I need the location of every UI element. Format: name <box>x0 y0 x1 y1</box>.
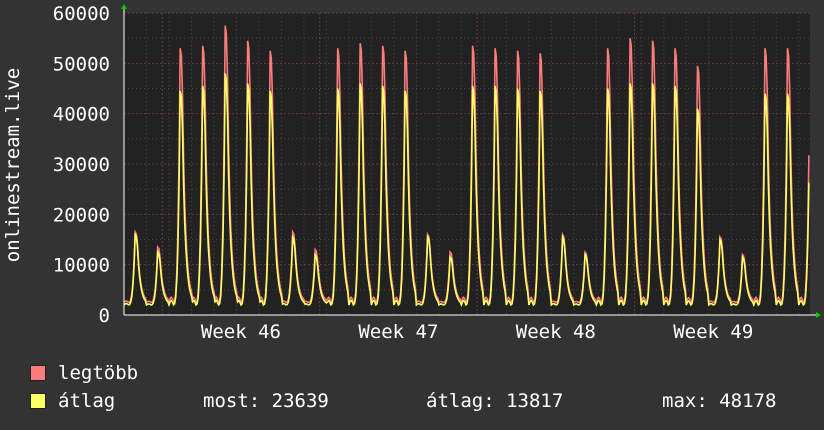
y-tick-label: 60000 <box>53 3 110 25</box>
stat-avg: átlag: 13817 <box>426 390 563 412</box>
x-tick-label: Week 48 <box>516 321 596 343</box>
axes <box>121 4 821 318</box>
stat-now: most: 23639 <box>203 390 329 412</box>
legend-max-label: legtöbb <box>58 362 139 384</box>
legend-avg-label: átlag <box>58 390 116 412</box>
x-tick-label: Week 46 <box>201 321 281 343</box>
stat-avg-label: átlag: <box>426 390 495 412</box>
stat-avg-value: 13817 <box>506 390 564 412</box>
avg-series-swatch <box>30 393 46 409</box>
stat-now-value: 23639 <box>271 390 329 412</box>
y-tick-label: 20000 <box>53 204 110 226</box>
stat-now-label: most: <box>203 390 261 412</box>
x-tick-label: Week 47 <box>358 321 438 343</box>
y-tick-label: 0 <box>99 305 110 327</box>
x-tick-label: Week 49 <box>673 321 753 343</box>
legend-item-avg: átlag <box>30 390 115 412</box>
y-tick-label: 40000 <box>53 104 110 126</box>
legend-item-max: legtöbb <box>30 362 138 384</box>
stat-max-label: max: <box>662 390 708 412</box>
stat-max-value: 48178 <box>719 390 777 412</box>
y-tick-label: 10000 <box>53 255 110 277</box>
series-line-1 <box>123 73 810 308</box>
y-axis-label: onlinestream.live <box>2 68 24 262</box>
x-axis-arrow <box>816 312 821 318</box>
y-axis-arrow <box>121 4 127 9</box>
y-tick-label: 50000 <box>53 53 110 75</box>
tick-labels: 0 10000 20000 30000 40000 50000 60000 Week 46 We… <box>53 3 754 343</box>
max-series-swatch <box>30 365 46 381</box>
y-tick-label: 30000 <box>53 154 110 176</box>
series-lines <box>123 25 810 308</box>
stat-max: max: 48178 <box>662 390 776 412</box>
